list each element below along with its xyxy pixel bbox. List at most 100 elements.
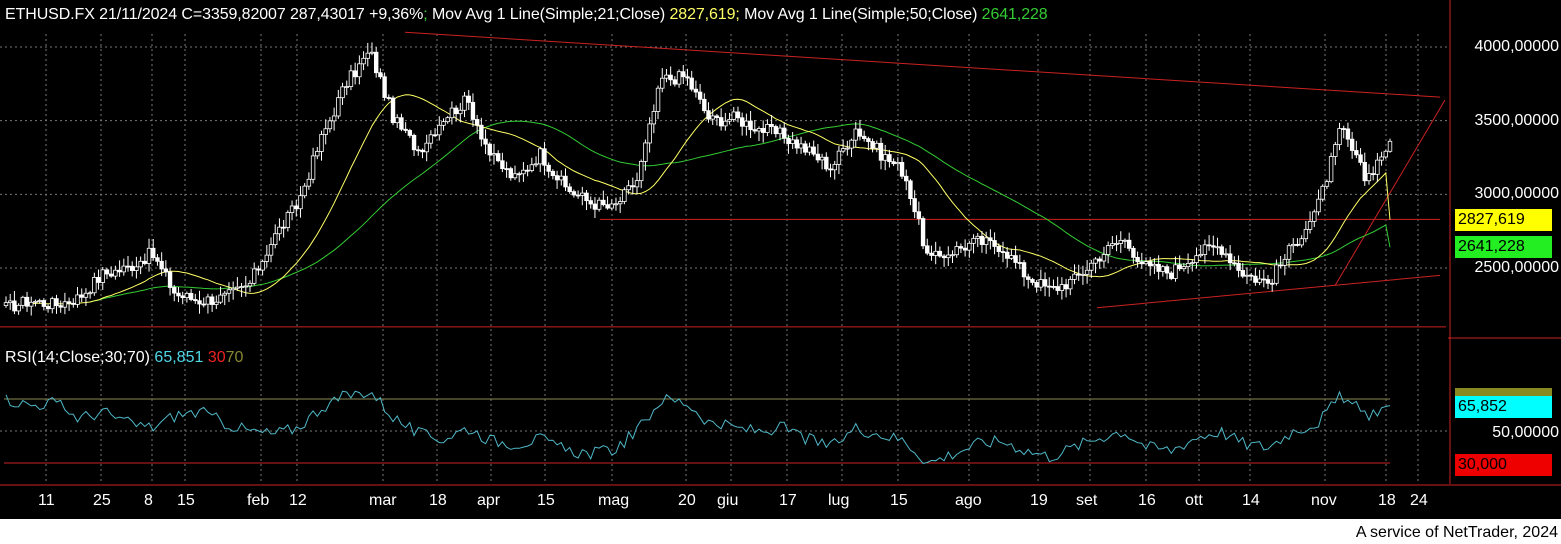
candle-body: [470, 101, 476, 120]
candle-body: [134, 266, 139, 271]
candle-body: [1026, 276, 1031, 280]
candle-body: [3, 302, 9, 306]
candle-body: [1139, 261, 1145, 265]
candle-body: [958, 246, 964, 249]
candle-body: [1055, 286, 1060, 291]
candle-body: [866, 138, 871, 142]
candle-body: [24, 296, 30, 307]
candle-body: [1156, 263, 1161, 272]
candle-body: [33, 300, 38, 303]
candle-body: [1303, 229, 1309, 240]
candle-body: [643, 142, 648, 162]
candle-body: [289, 205, 295, 213]
candle-body: [1316, 198, 1321, 213]
candle-body: [731, 111, 736, 120]
candle-body: [75, 294, 80, 305]
x-tick-label: feb: [247, 492, 270, 509]
header-sep-2: ;: [735, 6, 740, 23]
candle-body: [1009, 255, 1014, 259]
x-tick-label: 25: [93, 492, 111, 509]
x-tick-label: nov: [1311, 492, 1337, 509]
candle-body: [1160, 266, 1166, 272]
candle-body: [197, 300, 202, 305]
candle-body: [357, 63, 362, 78]
candle-body: [180, 295, 185, 299]
candle-body: [672, 79, 678, 85]
candle-body: [151, 247, 156, 259]
candle-body: [811, 146, 816, 155]
candle-body: [92, 277, 97, 294]
candle-body: [416, 149, 421, 152]
candle-body: [651, 111, 657, 125]
candle-body: [1152, 263, 1157, 267]
candle-body: [1101, 254, 1107, 262]
candle-body: [706, 110, 711, 120]
candle-body: [1068, 279, 1073, 290]
candle-body: [458, 109, 463, 115]
candle-body: [739, 117, 745, 127]
x-tick-label: lug: [828, 492, 850, 509]
candle-body: [655, 87, 661, 112]
candle-body: [239, 286, 244, 288]
candle-body: [209, 296, 215, 305]
candle-body: [1013, 255, 1018, 263]
candle-body: [1383, 150, 1388, 158]
candle-body: [79, 294, 84, 298]
candle-body: [588, 200, 593, 205]
candle-body: [247, 282, 253, 287]
candle-body: [298, 195, 303, 210]
candle-body: [786, 137, 791, 144]
candle-body: [155, 257, 160, 262]
candle-body: [12, 300, 17, 312]
candle-body: [630, 185, 635, 188]
y-tick-3000: 3000,00000: [1474, 185, 1559, 202]
candle-body: [1000, 251, 1006, 253]
candle-body: [601, 199, 606, 206]
candle-body: [542, 148, 547, 166]
candle-body: [676, 71, 682, 85]
candle-body: [512, 173, 518, 179]
candle-body: [1370, 173, 1376, 176]
candle-body: [946, 254, 951, 259]
candle-body: [521, 169, 526, 175]
candle-body: [1185, 262, 1191, 268]
rsi-low-level: 30: [207, 349, 226, 366]
candle-body: [37, 300, 42, 302]
candle-body: [882, 154, 888, 161]
y-tick-2500: 2500,00000: [1474, 259, 1559, 276]
candle-body: [395, 117, 400, 124]
candle-body: [1097, 258, 1102, 262]
grid-layer: [0, 34, 1448, 484]
candle-body: [710, 115, 715, 120]
candle-body: [1227, 253, 1233, 264]
candle-body: [836, 150, 842, 165]
candle-body: [1261, 278, 1266, 281]
candle-layer: [3, 42, 1393, 316]
candle-body: [1084, 269, 1090, 275]
candle-body: [251, 268, 257, 284]
candle-body: [912, 198, 917, 213]
candle-body: [1131, 247, 1136, 258]
candle-body: [491, 153, 497, 156]
candle-body: [744, 120, 749, 127]
candle-body: [302, 185, 307, 197]
rsi-layer: [5, 390, 1391, 464]
candle-body: [235, 286, 240, 289]
x-tick-label: 8: [144, 492, 153, 509]
candle-body: [1324, 181, 1330, 187]
candle-body: [718, 117, 724, 127]
candle-body: [1114, 243, 1119, 245]
candle-body: [1291, 244, 1296, 247]
candle-body: [508, 168, 514, 179]
candle-body: [348, 70, 354, 87]
candle-body: [344, 86, 349, 88]
candle-body: [1211, 245, 1216, 248]
candle-body: [832, 163, 837, 171]
header-sep-1: ;: [423, 6, 428, 23]
candle-body: [125, 265, 131, 268]
candle-body: [1379, 156, 1384, 161]
frame-layer: [0, 0, 1561, 486]
candle-body: [62, 301, 68, 308]
x-tick-label: mag: [598, 492, 630, 509]
x-tick-label: set: [1076, 492, 1098, 509]
